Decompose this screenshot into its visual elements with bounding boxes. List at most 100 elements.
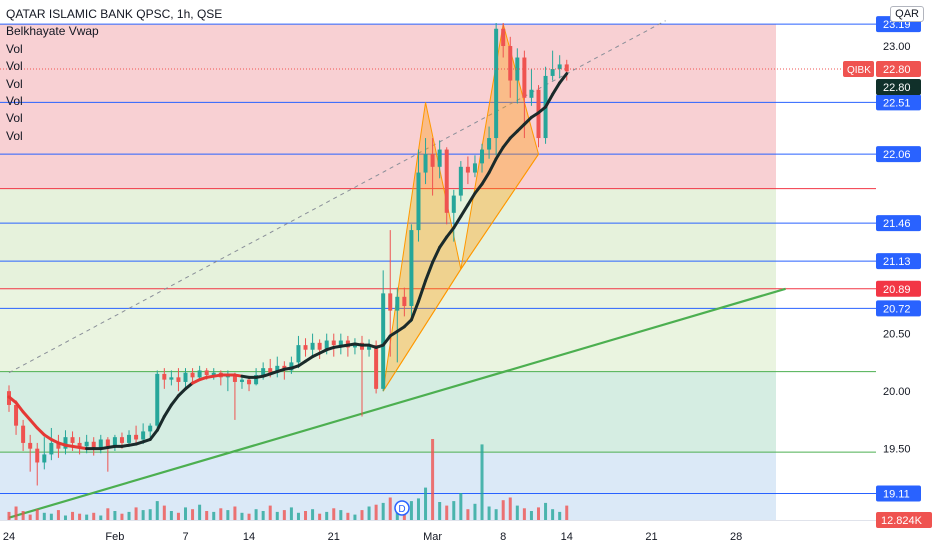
volume-bar [529, 511, 533, 520]
vwap-segment [381, 334, 392, 347]
level-price-tag [876, 280, 921, 297]
vol-label: Vol [6, 41, 23, 56]
vol-label: Vol [6, 94, 23, 109]
volume-bar [113, 511, 117, 520]
volume-bar [409, 501, 413, 520]
level-price-label: 19.11 [883, 489, 910, 501]
candle-body [529, 89, 534, 98]
vol-label: Vol [6, 128, 23, 143]
candle-body [112, 437, 117, 447]
y-tick-label: 19.50 [883, 444, 911, 456]
x-tick-label: 7 [182, 531, 188, 543]
candle-body [204, 370, 209, 376]
volume-bar [438, 502, 442, 520]
candle-body [374, 345, 379, 389]
vwap-segment [14, 401, 25, 414]
candle-body [268, 368, 273, 373]
candle-body [381, 293, 386, 389]
volume-bar [198, 504, 202, 520]
volume-bar [191, 509, 195, 520]
candle-body [141, 431, 146, 440]
vwap-segment [409, 299, 420, 322]
candle-body [261, 368, 266, 376]
candle-body [472, 163, 477, 173]
volume-bar [134, 507, 138, 520]
y-tick-label: 20.00 [883, 386, 911, 398]
candle-body [480, 149, 485, 164]
volume-bar [374, 504, 378, 520]
volume-bar [318, 513, 322, 520]
volume-bar [176, 512, 180, 520]
vwap-segment [452, 214, 463, 230]
candle-body [402, 296, 407, 307]
vwap-segment [424, 260, 435, 283]
zone-band [0, 188, 776, 289]
dividend-marker-icon [394, 500, 410, 516]
candle-body [367, 345, 372, 350]
y-tick-label: 20.50 [883, 329, 911, 341]
volume-bar [296, 512, 300, 520]
volume-bar [282, 510, 286, 520]
vwap-segment [515, 122, 526, 133]
volume-bar [233, 506, 237, 520]
candle-body [550, 69, 555, 76]
candle-body [409, 230, 414, 307]
volume-bar [431, 439, 435, 520]
candle-body [211, 372, 216, 376]
volume-bar [14, 506, 18, 520]
candle-body [56, 442, 61, 449]
volume-bar [261, 511, 265, 520]
candle-body [338, 340, 343, 346]
candle-body [296, 345, 301, 363]
currency-button[interactable]: QAR [890, 6, 924, 22]
candle-body [162, 373, 167, 380]
volume-bar [275, 511, 279, 520]
candle-body [127, 434, 132, 443]
volume-bar [21, 511, 25, 520]
vol-label: Vol [6, 76, 23, 91]
candle-body [21, 425, 26, 443]
volume-bar [7, 511, 11, 520]
volume-bar [127, 511, 131, 520]
volume-bar [551, 509, 555, 520]
candle-body [176, 377, 181, 382]
volume-bar [537, 507, 540, 520]
volume-bar [268, 505, 272, 520]
zone-band [0, 452, 776, 520]
last-price-tag [876, 61, 921, 78]
vwap-segment [487, 157, 498, 175]
volume-bar [219, 508, 223, 520]
vwap-price-tag [876, 79, 921, 96]
volume-bar [49, 513, 53, 520]
time-axis [0, 520, 876, 550]
candle-body [501, 28, 506, 47]
level-price-label: 21.46 [883, 218, 911, 230]
volume-bar [565, 505, 569, 520]
vwap-segment [155, 414, 166, 432]
volume-bar [240, 512, 244, 520]
volume-bar [494, 509, 498, 520]
x-tick-label: Mar [423, 531, 442, 543]
candle-body [70, 437, 75, 443]
level-price-label: 20.89 [883, 284, 911, 296]
level-price-label: 23.19 [883, 19, 911, 31]
candle-body [247, 379, 252, 385]
candle-body [148, 425, 153, 432]
last-price-label: 22.80 [883, 64, 911, 76]
volume-bar [212, 511, 216, 520]
volume-bar [247, 513, 251, 520]
candle-body [437, 149, 442, 167]
candle-body [28, 442, 33, 449]
volume-bar [63, 515, 67, 520]
vwap-segment [416, 279, 428, 303]
candle-body [42, 454, 47, 463]
level-price-tag [876, 253, 921, 270]
volume-bar [169, 511, 173, 520]
candle-body [451, 195, 456, 213]
volume-bar [480, 444, 484, 520]
vwap-segment [459, 203, 470, 218]
volume-bar [148, 509, 152, 520]
volume-bar [78, 513, 82, 520]
vwap-segment [28, 418, 39, 430]
